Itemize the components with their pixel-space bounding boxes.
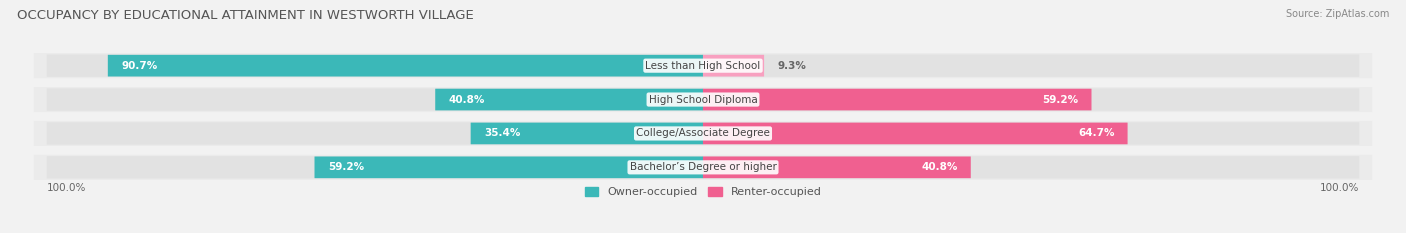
Text: Bachelor’s Degree or higher: Bachelor’s Degree or higher [630,162,776,172]
FancyBboxPatch shape [703,123,1128,144]
Text: 90.7%: 90.7% [121,61,157,71]
Text: 40.8%: 40.8% [921,162,957,172]
Text: 9.3%: 9.3% [778,61,806,71]
Text: 59.2%: 59.2% [1042,95,1078,105]
Text: Source: ZipAtlas.com: Source: ZipAtlas.com [1285,9,1389,19]
FancyBboxPatch shape [436,89,703,110]
FancyBboxPatch shape [46,156,703,178]
Text: OCCUPANCY BY EDUCATIONAL ATTAINMENT IN WESTWORTH VILLAGE: OCCUPANCY BY EDUCATIONAL ATTAINMENT IN W… [17,9,474,22]
Text: College/Associate Degree: College/Associate Degree [636,128,770,138]
FancyBboxPatch shape [34,121,1372,146]
FancyBboxPatch shape [703,88,1360,111]
FancyBboxPatch shape [34,53,1372,78]
Text: 59.2%: 59.2% [328,162,364,172]
FancyBboxPatch shape [34,155,1372,180]
Text: 64.7%: 64.7% [1078,128,1115,138]
FancyBboxPatch shape [46,55,703,77]
Text: 100.0%: 100.0% [46,183,86,193]
Text: High School Diploma: High School Diploma [648,95,758,105]
FancyBboxPatch shape [703,89,1091,110]
FancyBboxPatch shape [471,123,703,144]
Text: 40.8%: 40.8% [449,95,485,105]
FancyBboxPatch shape [703,55,763,76]
Text: Less than High School: Less than High School [645,61,761,71]
FancyBboxPatch shape [703,157,970,178]
FancyBboxPatch shape [703,122,1360,145]
FancyBboxPatch shape [34,87,1372,112]
Legend: Owner-occupied, Renter-occupied: Owner-occupied, Renter-occupied [585,187,821,197]
FancyBboxPatch shape [46,88,703,111]
Text: 35.4%: 35.4% [484,128,520,138]
FancyBboxPatch shape [46,122,703,145]
FancyBboxPatch shape [703,156,1360,178]
Text: 100.0%: 100.0% [1320,183,1360,193]
FancyBboxPatch shape [315,157,703,178]
FancyBboxPatch shape [108,55,703,76]
FancyBboxPatch shape [703,55,1360,77]
